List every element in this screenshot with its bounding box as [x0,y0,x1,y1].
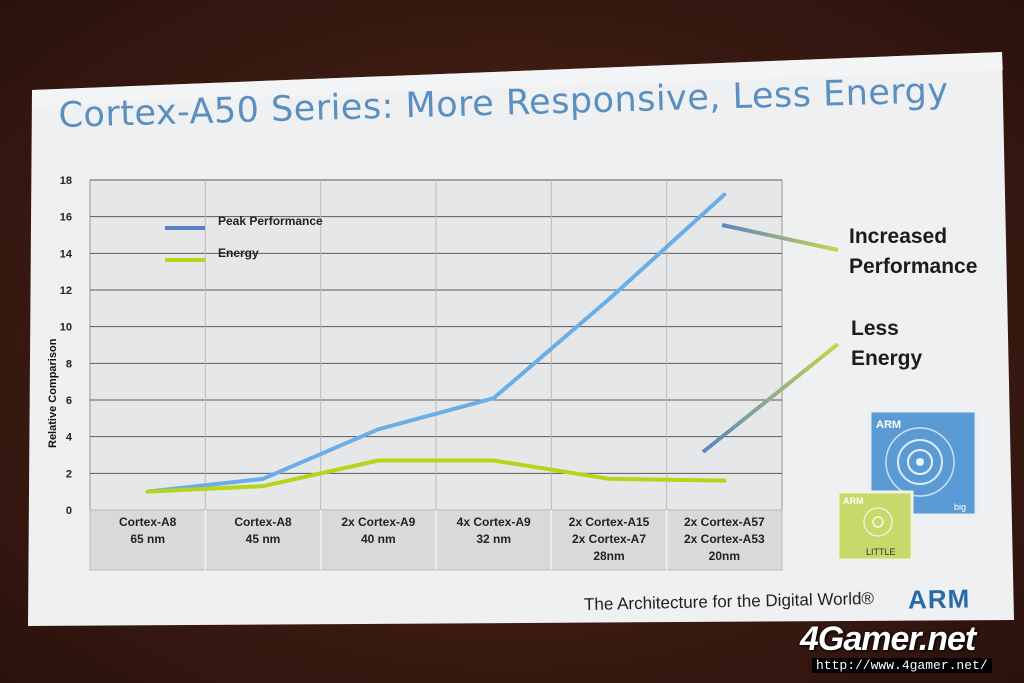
data-point [607,477,611,481]
data-point [722,193,726,197]
legend-label: Energy [218,246,259,260]
series-line-peak-performance [145,192,727,494]
chart-grid [89,179,783,571]
big-brand: ARM [876,419,901,431]
x-category-label: 2x Cortex-A53 [684,532,765,546]
data-point [146,490,150,494]
x-category-label: Cortex-A8 [119,515,177,529]
data-point [492,396,496,400]
y-axis-label: Relative Comparison [47,338,59,448]
energy-connector [701,342,840,454]
x-category-label: 2x Cortex-A57 [684,515,765,529]
y-tick-label: 14 [60,248,73,260]
x-category-label: 4x Cortex-A9 [457,515,531,529]
y-tick-label: 0 [66,505,72,517]
y-tick-label: 18 [60,175,72,187]
little-sub: LITTLE [866,547,896,557]
y-tick-label: 12 [60,285,72,297]
x-category-label: Cortex-A8 [234,515,292,529]
data-point [261,477,265,481]
y-tick-label: 16 [60,212,72,224]
chart-series [145,192,727,494]
x-category-label: 2x Cortex-A9 [341,515,415,529]
y-tick-label: 6 [66,395,72,407]
performance-connector [721,223,839,252]
annotation-performance-line2: Performance [849,255,978,278]
annotation-performance-line1: Increased [849,225,948,248]
arm-logo: ARM [907,583,971,615]
x-category-label: 45 nm [246,532,281,546]
watermark-url: http://www.4gamer.net/ [812,658,992,673]
data-point [376,459,380,462]
y-tick-label: 8 [66,358,72,370]
x-category-label: 2x Cortex-A15 [569,515,650,529]
annotation-energy-line2: Energy [851,347,923,370]
x-category-label: 40 nm [361,532,396,546]
data-point [376,427,380,431]
data-point [722,479,726,483]
little-brand: ARM [843,496,864,506]
data-point [607,297,611,301]
x-category-label: 28nm [593,549,624,563]
x-category-label: 32 nm [476,532,511,546]
annotation-energy-line1: Less [851,317,899,340]
series-line-energy [145,458,727,494]
big-sub: big [954,502,966,512]
x-category-label: 2x Cortex-A7 [572,532,646,546]
legend: Peak Performance Energy [165,214,323,262]
x-category-label: 65 nm [130,532,165,546]
y-tick-label: 10 [60,322,72,334]
y-ticks: 0 2 4 6 8 10 12 14 16 18 [60,175,73,517]
watermark-logo: 4Gamer.net [800,620,976,658]
y-tick-label: 4 [66,432,73,444]
y-tick-label: 2 [66,468,72,480]
data-point [261,484,265,488]
annotation-energy: Less Energy [851,314,922,374]
legend-label: Peak Performance [218,214,323,228]
annotation-performance: Increased Performance [849,222,977,282]
data-point [492,459,496,462]
x-category-label: 20nm [709,549,740,563]
little-tile: ARM LITTLE [836,490,914,562]
x-categories: Cortex-A8 65 nm Cortex-A8 45 nm 2x Cortex-A9… [119,515,765,563]
